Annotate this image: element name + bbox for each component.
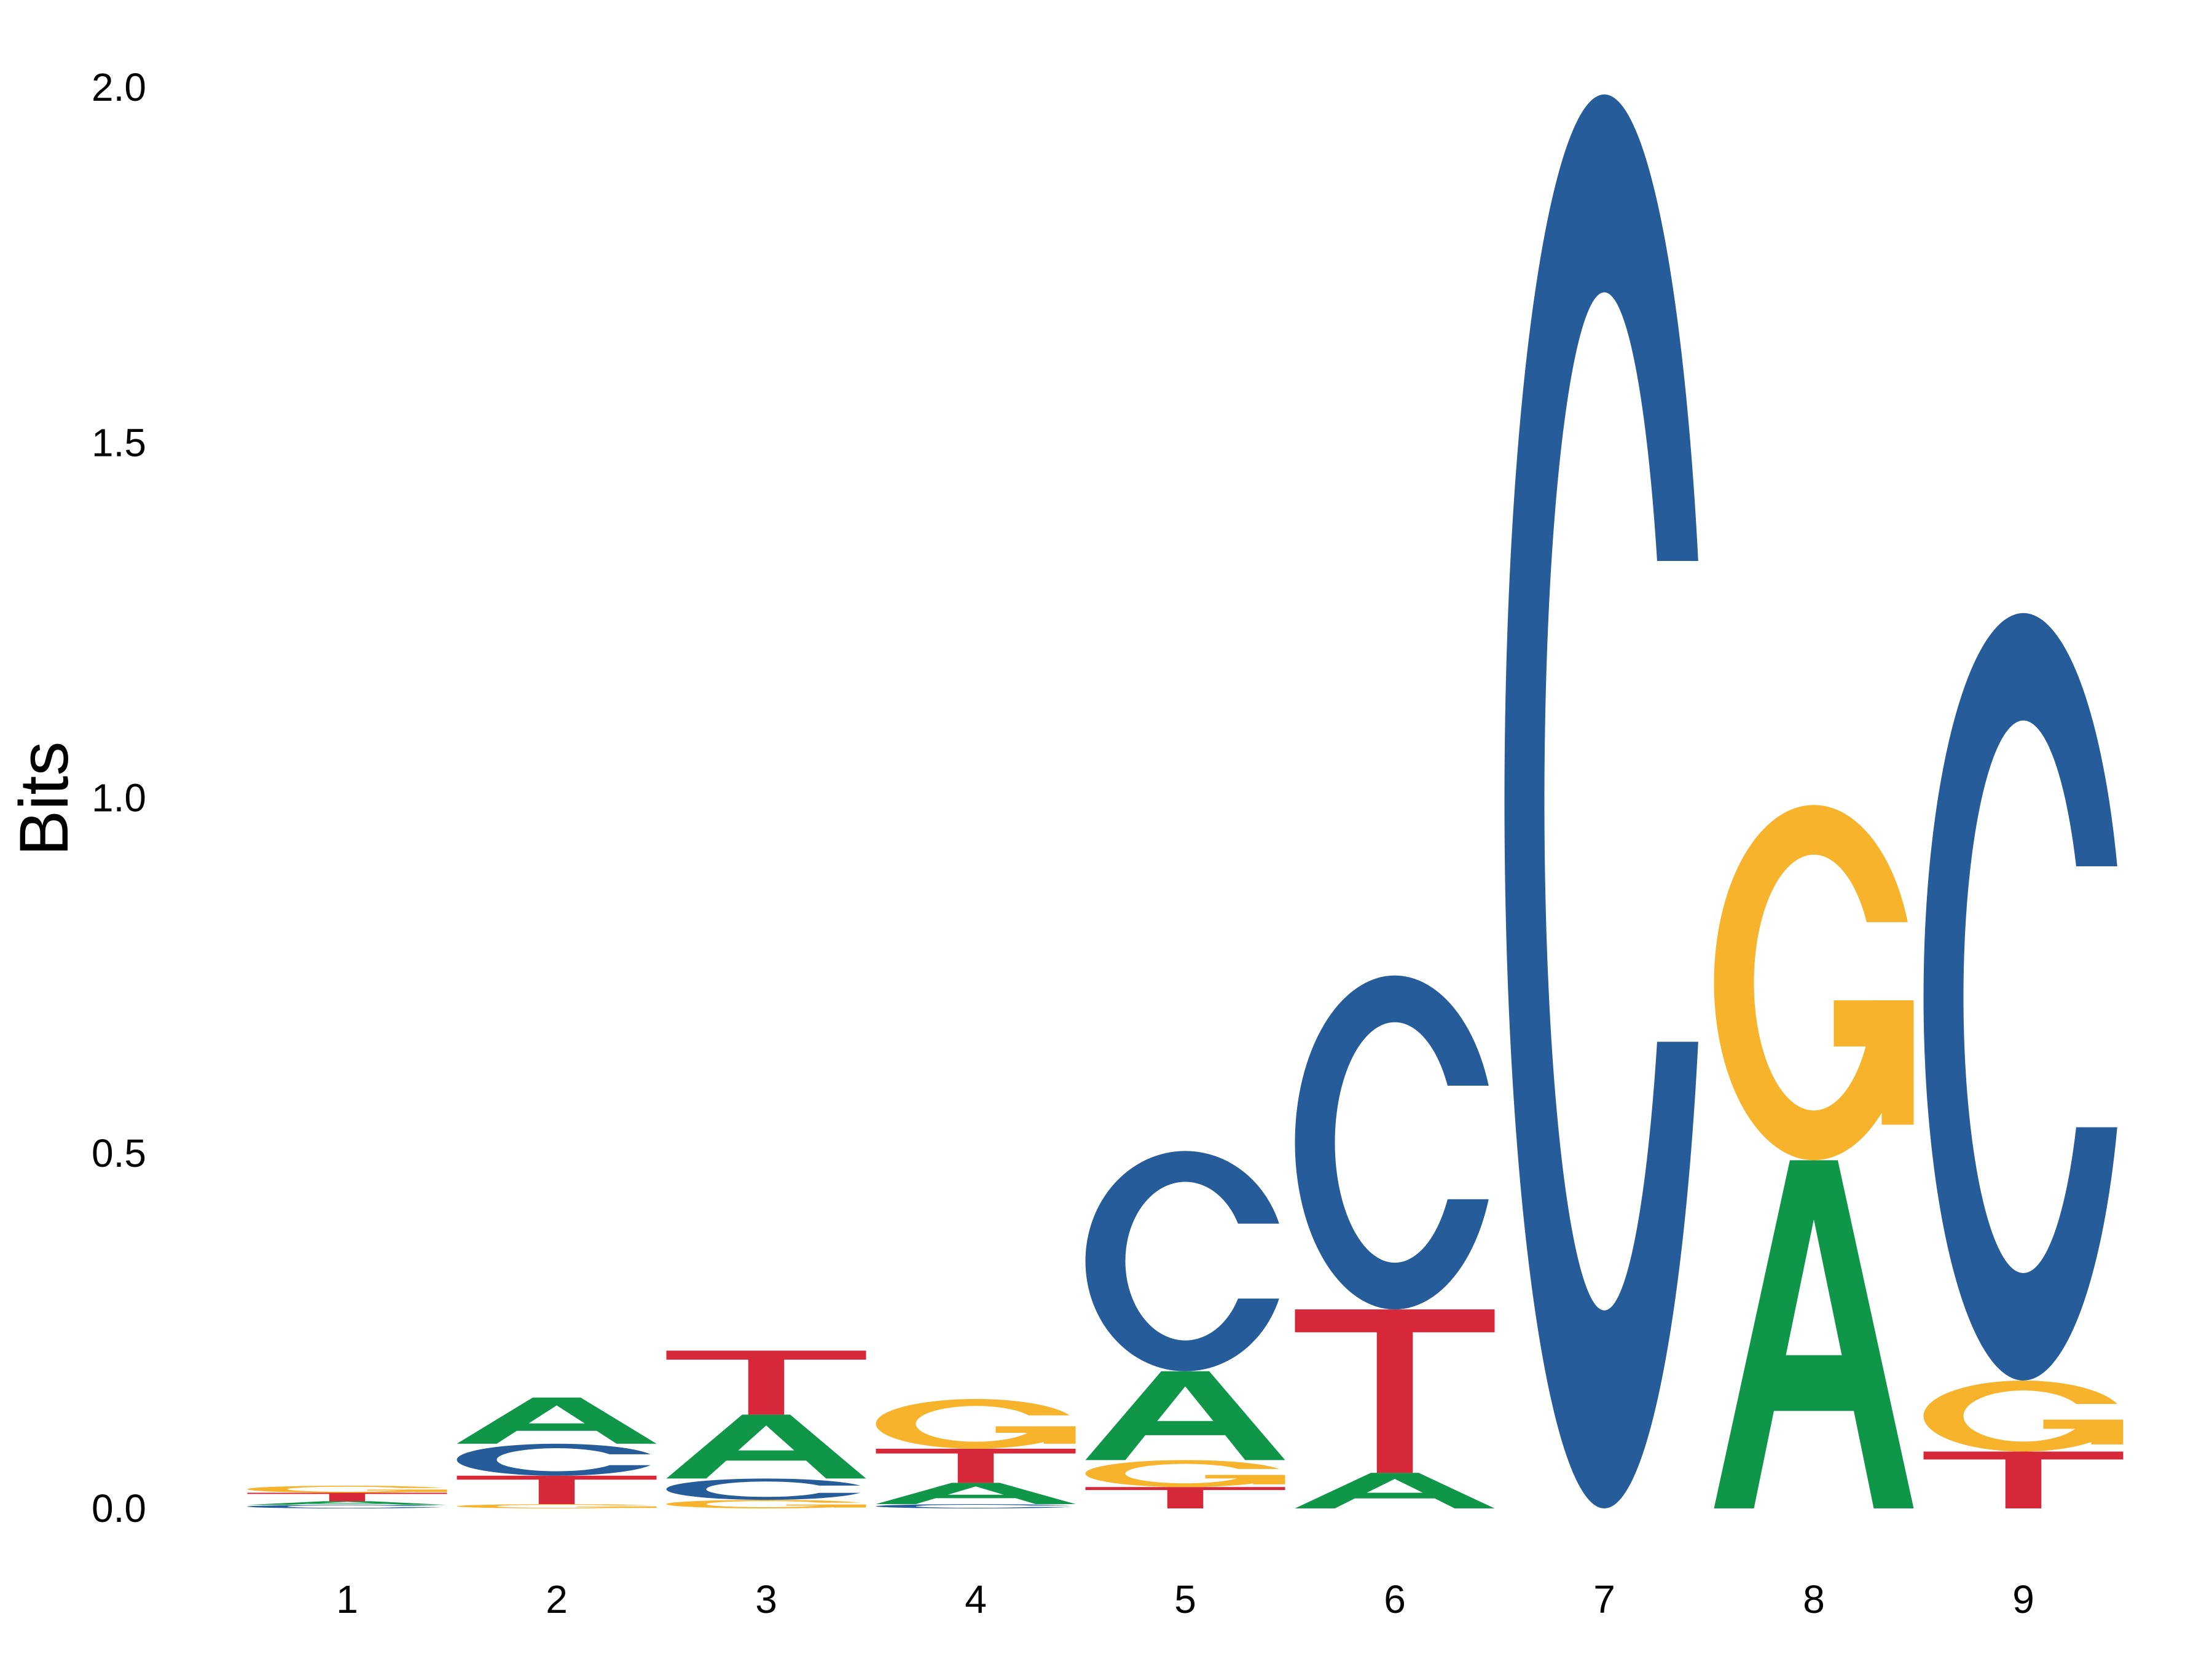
logo-letter-c: [876, 1504, 1080, 1508]
x-tick-label: 7: [1593, 1577, 1615, 1621]
logo-letter-c: [1923, 613, 2127, 1381]
y-tick-label: 2.0: [92, 65, 146, 109]
logo-letter-a: [1295, 1473, 1495, 1508]
logo-letter-g: [876, 1398, 1080, 1449]
logo-letter-g: [1923, 1380, 2127, 1452]
logo-letter-a: [457, 1397, 657, 1444]
logo-letter-c: [1085, 1151, 1289, 1371]
x-tick-label: 5: [1174, 1577, 1196, 1621]
y-tick-label: 1.5: [92, 420, 146, 464]
logo-letter-c: [666, 1478, 870, 1500]
y-axis: 0.0 0.5 1.0 1.5 2.0: [92, 65, 146, 1531]
logo-letter-t: [876, 1448, 1076, 1483]
logo-letter-a: [666, 1414, 866, 1479]
y-tick-label: 0.0: [92, 1486, 146, 1531]
logo-letter-c: [247, 1505, 451, 1508]
x-tick-label: 2: [546, 1577, 568, 1621]
logo-letter-t: [457, 1475, 657, 1505]
y-tick-label: 1.0: [92, 776, 146, 820]
x-tick-label: 1: [336, 1577, 358, 1621]
logo-letter-t: [247, 1492, 447, 1502]
x-tick-label: 3: [755, 1577, 777, 1621]
logo-letter-t: [1923, 1451, 2124, 1508]
x-tick-label: 8: [1803, 1577, 1825, 1621]
logo-letter-c: [1295, 975, 1499, 1310]
logo-letter-t: [1295, 1309, 1495, 1473]
x-axis: 1 2 3 4 5 6 7 8 9: [336, 1577, 2034, 1621]
logo-letter-a: [1714, 1160, 1914, 1508]
x-tick-label: 4: [965, 1577, 987, 1621]
x-tick-label: 6: [1384, 1577, 1406, 1621]
logo-letter-g: [457, 1504, 661, 1508]
logo-letter-g: [666, 1500, 870, 1508]
x-tick-label: 9: [2012, 1577, 2034, 1621]
logo-letter-t: [1085, 1487, 1285, 1508]
y-tick-label: 0.5: [92, 1131, 146, 1175]
logo-letter-a: [876, 1483, 1076, 1505]
logo-letter-c: [1504, 94, 1708, 1509]
logo-letter-g: [247, 1485, 451, 1493]
logo-letter-t: [666, 1350, 866, 1415]
logo-letter-g: [1714, 805, 1918, 1161]
logo-letter-a: [247, 1501, 447, 1505]
logo-letter-g: [1085, 1460, 1289, 1488]
logo-letters: [247, 94, 2127, 1509]
logo-letter-a: [1085, 1371, 1285, 1460]
logo-letter-c: [457, 1443, 661, 1476]
y-axis-label: Bits: [6, 742, 82, 856]
